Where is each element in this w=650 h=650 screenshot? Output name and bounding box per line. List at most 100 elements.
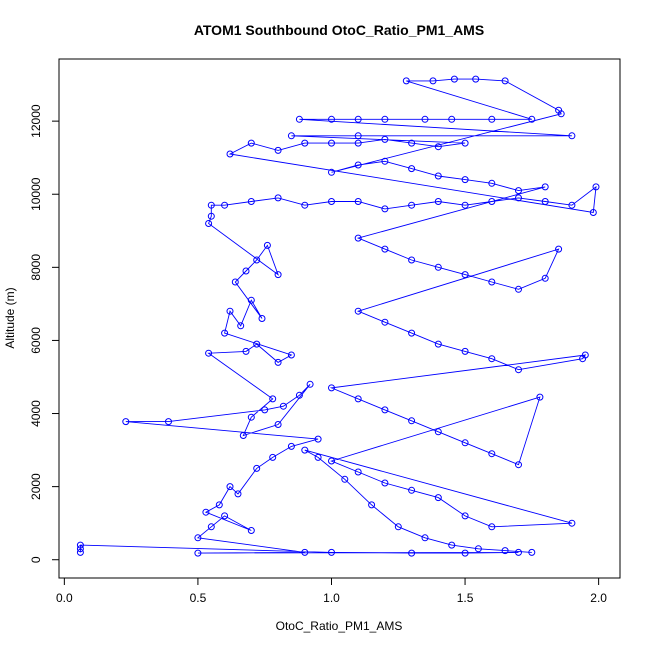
y-axis: 0 2000 4000 6000 8000 10000 12000: [29, 104, 60, 563]
data-point: [434, 494, 442, 502]
data-point: [287, 442, 295, 450]
data-point: [247, 413, 255, 421]
data-point: [207, 523, 215, 531]
data-point: [354, 468, 362, 476]
data-point: [450, 75, 458, 83]
data-point: [205, 220, 213, 227]
data-point: [215, 501, 223, 509]
data-point: [242, 347, 250, 355]
y-tick-label: 2000: [29, 473, 43, 500]
data-point: [461, 139, 469, 147]
data-point: [76, 548, 84, 556]
data-point: [488, 523, 496, 531]
data-point: [234, 490, 242, 498]
data-point: [421, 115, 429, 123]
data-point: [472, 75, 480, 83]
data-point: [429, 77, 437, 85]
data-point: [165, 418, 172, 426]
data-point: [242, 267, 250, 275]
data-point: [253, 340, 261, 348]
data-point: [328, 457, 335, 465]
data-point: [501, 547, 509, 555]
data-point: [501, 77, 509, 85]
data-point: [408, 165, 416, 173]
data-point: [306, 380, 314, 388]
data-point: [568, 201, 576, 209]
y-axis-label: Altitude (m): [3, 287, 17, 348]
data-point: [381, 245, 389, 253]
data-point: [434, 340, 442, 348]
data-point: [295, 391, 303, 399]
data-point: [381, 406, 389, 414]
data-point: [301, 139, 309, 147]
data-point: [207, 201, 215, 209]
data-point: [76, 545, 84, 553]
data-point: [408, 486, 416, 494]
data-point: [581, 351, 589, 359]
data-point: [536, 393, 544, 401]
data-point: [279, 402, 287, 410]
data-point: [488, 278, 496, 286]
data-point: [274, 358, 282, 366]
data-point: [314, 453, 322, 461]
data-point: [354, 395, 362, 403]
data-point: [461, 512, 469, 520]
data-point: [231, 278, 239, 286]
data-point: [381, 157, 389, 165]
data-point: [328, 115, 335, 123]
data-point: [368, 501, 376, 509]
data-point: [328, 384, 335, 392]
data-point: [515, 461, 522, 469]
data-point: [354, 198, 362, 205]
data-point: [461, 201, 469, 209]
data-point: [488, 355, 496, 363]
data-point: [557, 110, 565, 118]
data-point: [408, 417, 416, 425]
data-point: [274, 271, 282, 279]
data-point: [221, 512, 229, 520]
data-point: [328, 168, 335, 176]
y-tick-label: 4000: [29, 400, 43, 427]
y-tick-label: 6000: [29, 327, 43, 354]
data-point: [247, 296, 255, 304]
data-point: [261, 406, 269, 414]
data-point: [207, 212, 215, 220]
data-point: [226, 307, 234, 315]
data-point: [354, 307, 362, 315]
data-point: [354, 161, 362, 169]
data-point: [434, 172, 442, 180]
data-point: [354, 132, 362, 140]
data-point: [568, 132, 576, 140]
data-point: [226, 483, 234, 491]
data-point: [461, 347, 469, 355]
data-point: [301, 446, 309, 454]
data-point: [221, 201, 229, 209]
data-point: [381, 479, 389, 487]
data-point: [328, 139, 335, 147]
series-line: [79, 78, 597, 554]
data-point: [221, 329, 229, 337]
data-point: [328, 548, 335, 556]
data-point: [434, 428, 442, 436]
data-point: [247, 527, 255, 534]
data-point: [205, 349, 213, 357]
data-point: [354, 139, 362, 147]
data-point: [202, 508, 210, 516]
data-point: [194, 534, 202, 542]
data-point: [408, 201, 416, 209]
data-point: [354, 234, 362, 242]
data-point: [194, 549, 202, 557]
data-point: [408, 139, 416, 147]
data-point: [461, 271, 469, 279]
data-point: [402, 77, 410, 85]
data-point: [258, 315, 266, 322]
data-point: [253, 464, 261, 472]
data-point: [274, 194, 282, 202]
data-point: [589, 209, 597, 216]
data-point: [461, 439, 469, 447]
data-point: [408, 256, 416, 264]
x-axis-label: OtoC_Ratio_PM1_AMS: [276, 619, 403, 633]
data-point: [381, 135, 389, 143]
y-tick-label: 10000: [29, 177, 43, 211]
data-point: [461, 176, 469, 184]
